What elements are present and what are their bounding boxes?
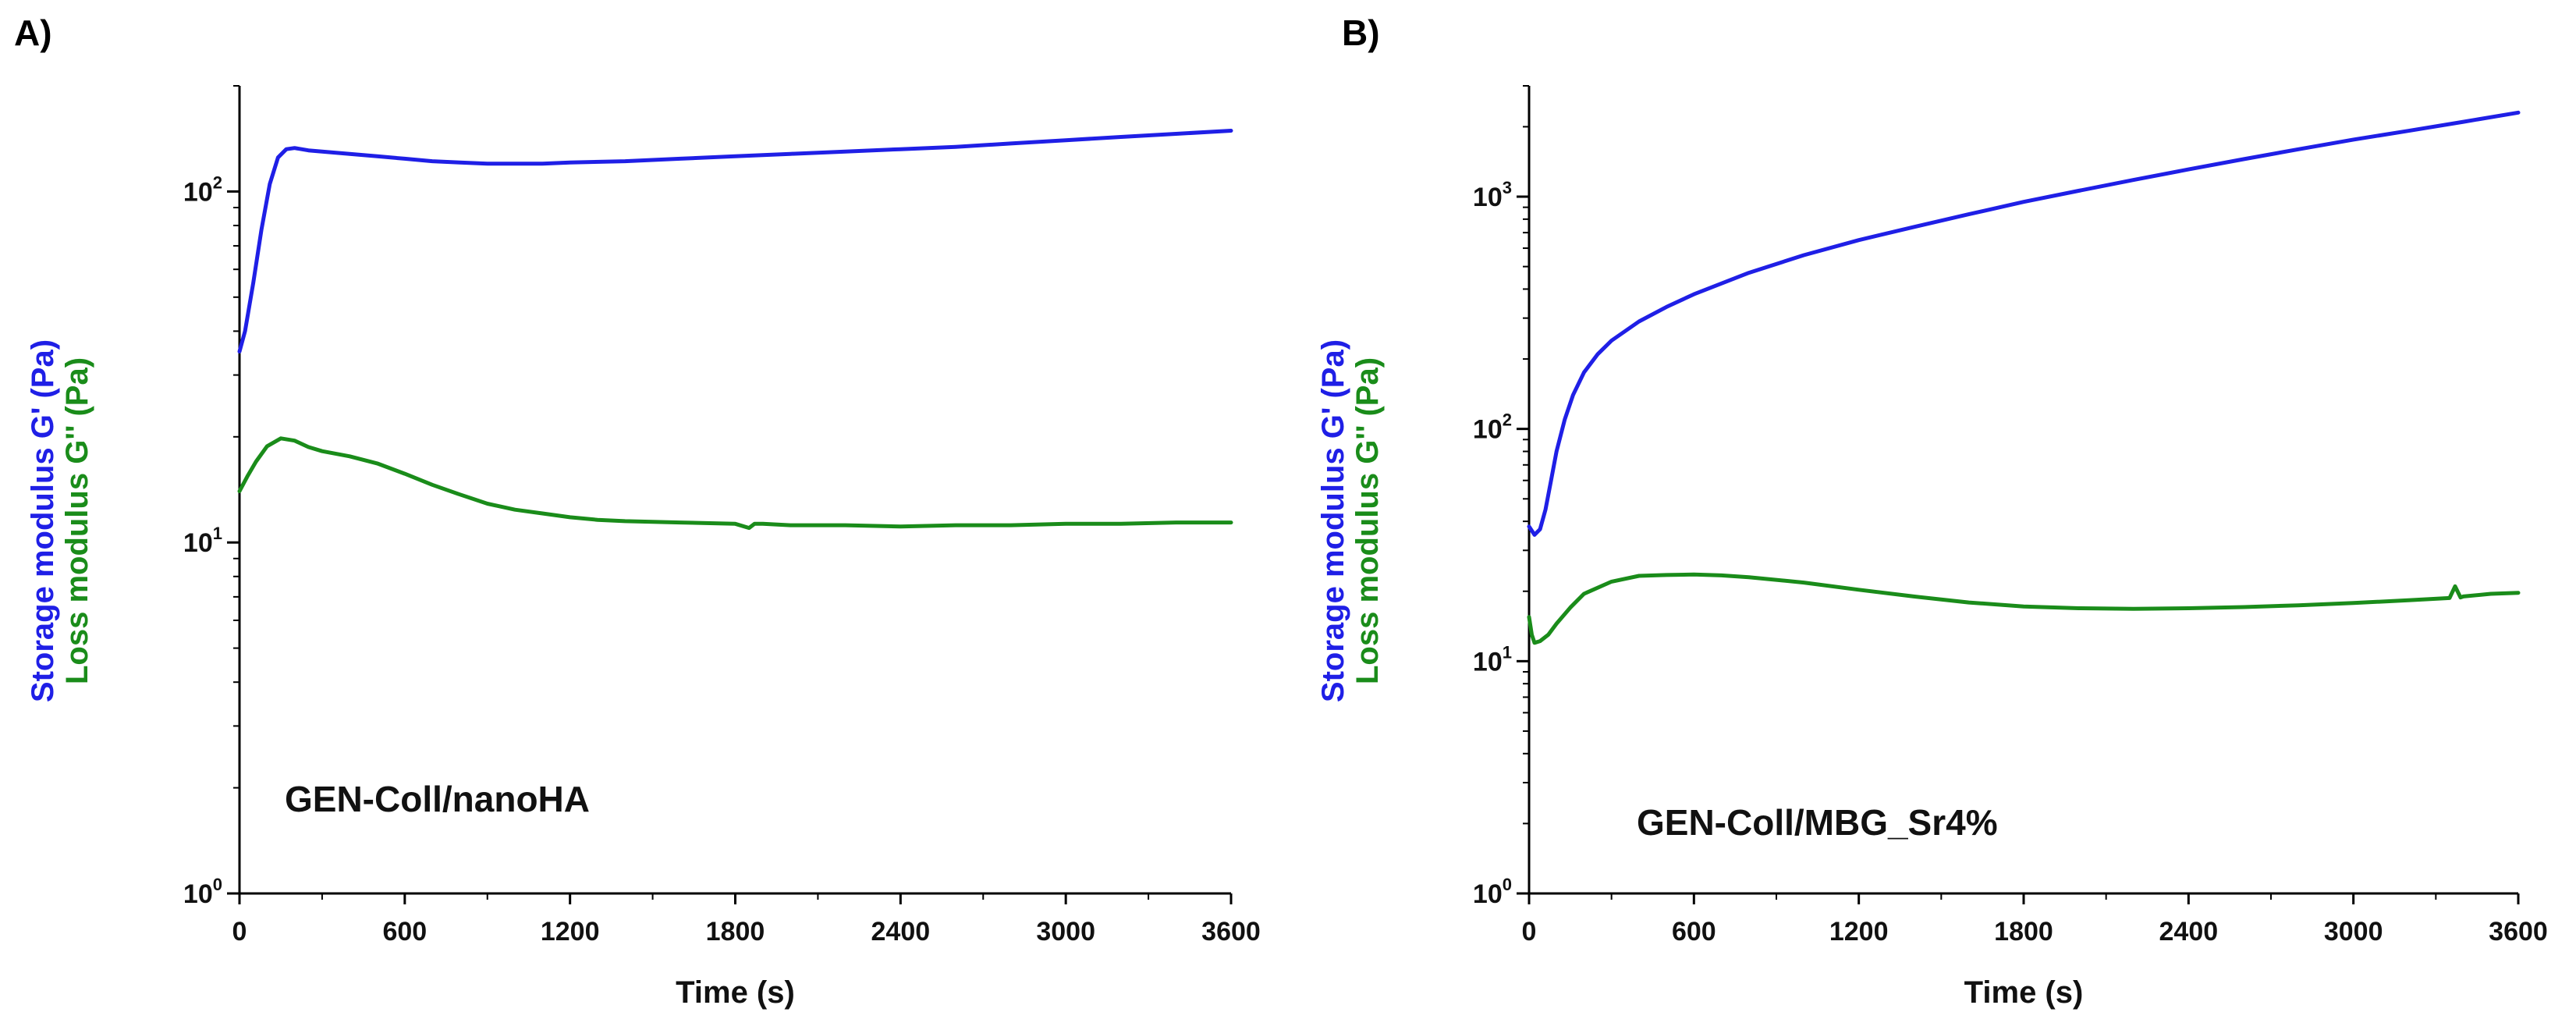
chart-panel-b: 0 600 1200 1800 2400 3000 3600 100 101 102 103 B) GE… xyxy=(1316,12,2548,1010)
y-tick-label: 101 xyxy=(183,524,222,558)
y-axis-title-storage: Storage modulus G' (Pa) xyxy=(1316,339,1350,702)
x-tick-label: 1800 xyxy=(706,917,765,947)
x-tick-label: 3600 xyxy=(1201,917,1261,947)
y-tick-label: 101 xyxy=(1473,642,1512,677)
chart-panel-a: 0 600 1200 1800 2400 3000 3600 100 101 102 A) GEN-C… xyxy=(14,12,1261,1010)
y-tick-label: 100 xyxy=(183,875,222,909)
x-tick-label: 600 xyxy=(382,917,427,947)
sample-annotation: GEN-Coll/nanoHA xyxy=(285,779,590,819)
panel-label: B) xyxy=(1342,12,1380,53)
series-line-storage-modulus xyxy=(1527,110,2521,537)
panel-label: A) xyxy=(14,12,52,53)
y-tick-label: 103 xyxy=(1473,178,1512,212)
x-tick-label: 0 xyxy=(232,917,247,947)
sample-annotation: GEN-Coll/MBG_Sr4% xyxy=(1637,802,1998,843)
x-tick-label: 1200 xyxy=(1829,917,1889,947)
y-axis-title-loss: Loss modulus G'' (Pa) xyxy=(1350,357,1385,684)
series-line-loss-modulus xyxy=(237,436,1233,531)
x-axis-title: Time (s) xyxy=(676,975,795,1010)
y-axis-title-loss: Loss modulus G'' (Pa) xyxy=(60,357,94,684)
y-tick-label: 102 xyxy=(183,172,222,207)
x-tick-label: 3000 xyxy=(2324,917,2383,947)
series-line-storage-modulus xyxy=(237,129,1233,353)
y-tick-label: 102 xyxy=(1473,410,1512,445)
x-axis-title: Time (s) xyxy=(1964,975,2084,1010)
x-tick-label: 3000 xyxy=(1036,917,1095,947)
y-tick-label: 100 xyxy=(1473,875,1512,909)
series-line-loss-modulus xyxy=(1527,572,2521,645)
x-tick-label: 2400 xyxy=(871,917,931,947)
y-axis-title-storage: Storage modulus G' (Pa) xyxy=(26,339,60,702)
x-tick-label: 0 xyxy=(1522,917,1537,947)
x-tick-label: 1800 xyxy=(1994,917,2053,947)
x-tick-label: 3600 xyxy=(2489,917,2548,947)
x-tick-label: 2400 xyxy=(2159,917,2219,947)
x-tick-label: 600 xyxy=(1672,917,1716,947)
x-tick-label: 1200 xyxy=(541,917,600,947)
